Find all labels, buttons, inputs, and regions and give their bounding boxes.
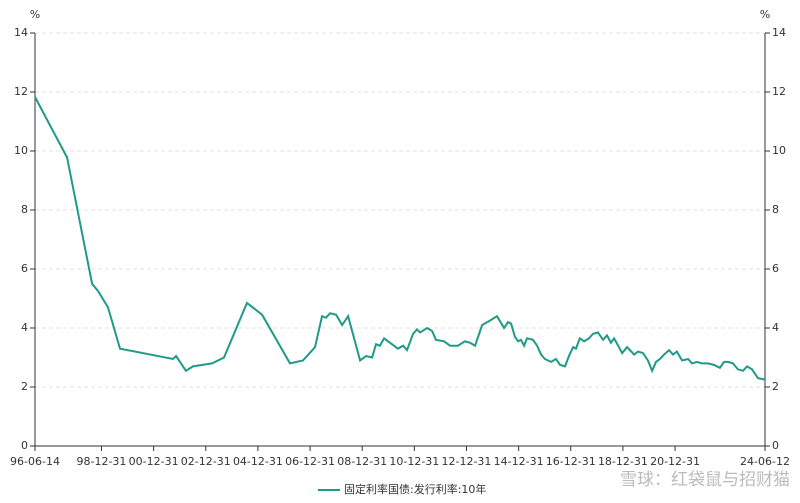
y-tick-label: 0 xyxy=(21,439,28,452)
y-tick-label: 4 xyxy=(21,321,28,334)
y-tick-label: 12 xyxy=(14,85,28,98)
x-tick-label: 96-06-14 xyxy=(10,455,60,468)
y2-tick-label: 0 xyxy=(772,439,779,452)
legend-label: 固定利率国债:发行利率:10年 xyxy=(344,482,486,496)
y2-tick-label: 6 xyxy=(772,262,779,275)
y-tick-label: 2 xyxy=(21,380,28,393)
x-tick-label: 98-12-31 xyxy=(77,455,127,468)
x-tick-label: 08-12-31 xyxy=(337,455,387,468)
y2-unit: % xyxy=(760,8,770,21)
x-tick-label: 18-12-31 xyxy=(598,455,648,468)
y-tick-label: 14 xyxy=(14,26,28,39)
line xyxy=(34,96,766,381)
y2-tick-label: 8 xyxy=(772,203,779,216)
y-unit: % xyxy=(30,8,40,21)
x-tick-label: 12-12-31 xyxy=(442,455,492,468)
y2-tick-label: 2 xyxy=(772,380,779,393)
x-tick-label: 04-12-31 xyxy=(233,455,283,468)
x-tick-label: 14-12-31 xyxy=(494,455,544,468)
y2-tick-label: 14 xyxy=(772,26,786,39)
x-tick-label: 20-12-31 xyxy=(650,455,700,468)
watermark: 雪球：红袋鼠与招财猫 xyxy=(620,470,790,490)
y2-tick-label: 12 xyxy=(772,85,786,98)
x-tick-label: 06-12-31 xyxy=(285,455,335,468)
x-tick-label: 02-12-31 xyxy=(181,455,231,468)
x-tick-label: 10-12-31 xyxy=(389,455,439,468)
x-tick-label: 24-06-12 xyxy=(740,455,790,468)
x-tick-label: 16-12-31 xyxy=(546,455,596,468)
y-tick-label: 8 xyxy=(21,203,28,216)
y2-tick-label: 4 xyxy=(772,321,779,334)
x-tick-label: 00-12-31 xyxy=(129,455,179,468)
y-tick-label: 6 xyxy=(21,262,28,275)
y2-tick-label: 10 xyxy=(772,144,786,157)
y-tick-label: 10 xyxy=(14,144,28,157)
